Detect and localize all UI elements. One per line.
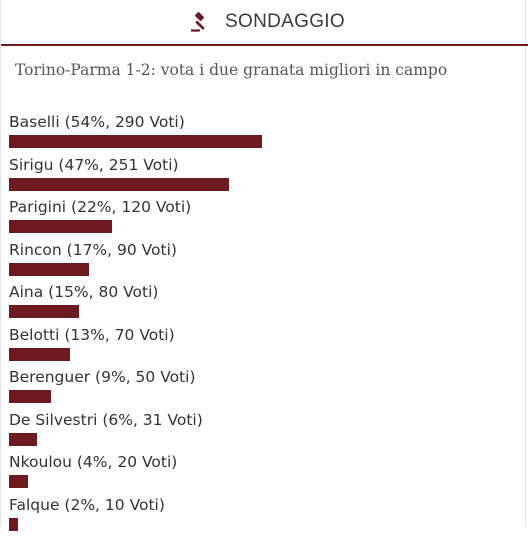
poll-option-bar [9, 433, 37, 446]
poll-option-bar [9, 263, 89, 276]
poll-option-bar [9, 220, 112, 233]
poll-option-bar-track [9, 433, 477, 446]
poll-option-bar [9, 518, 18, 531]
poll-option-bar [9, 178, 229, 191]
poll-option-bar-track [9, 135, 477, 148]
poll-option: Falque (2%, 10 Voti) [9, 495, 519, 537]
poll-option-bar [9, 348, 70, 361]
poll-option-label: Rincon (17%, 90 Voti) [9, 240, 519, 260]
poll-option-bar-track [9, 348, 477, 361]
poll-options: Baselli (54%, 290 Voti) Sirigu (47%, 251 … [9, 112, 519, 537]
poll-header-inner: SONDAGGIO [189, 11, 345, 33]
poll-option-bar [9, 390, 51, 403]
poll-option-bar [9, 305, 79, 318]
poll-header-title: SONDAGGIO [225, 11, 345, 33]
poll-option-bar-track [9, 305, 477, 318]
poll-option-bar-track [9, 178, 477, 191]
poll-option-bar-track [9, 390, 477, 403]
poll-question: Torino-Parma 1-2: vota i due granata mig… [15, 61, 447, 79]
poll-option-label: Parigini (22%, 120 Voti) [9, 197, 519, 217]
poll-option: Nkoulou (4%, 20 Voti) [9, 452, 519, 495]
poll-option-label: Aina (15%, 80 Voti) [9, 282, 519, 302]
poll-option-label: De Silvestri (6%, 31 Voti) [9, 410, 519, 430]
poll-option-label: Nkoulou (4%, 20 Voti) [9, 452, 519, 472]
poll-option-label: Falque (2%, 10 Voti) [9, 495, 519, 515]
poll-option: Rincon (17%, 90 Voti) [9, 240, 519, 283]
gavel-icon [189, 11, 211, 33]
poll-option-bar-track [9, 263, 477, 276]
poll-option: Aina (15%, 80 Voti) [9, 282, 519, 325]
poll-option: Belotti (13%, 70 Voti) [9, 325, 519, 368]
poll-option-label: Sirigu (47%, 251 Voti) [9, 155, 519, 175]
poll-option-bar-track [9, 220, 477, 233]
poll-option-label: Belotti (13%, 70 Voti) [9, 325, 519, 345]
poll-option-bar [9, 475, 28, 488]
poll-header: SONDAGGIO [1, 0, 528, 46]
poll-option-bar [9, 135, 262, 148]
poll-option: Baselli (54%, 290 Voti) [9, 112, 519, 155]
poll-option: Berenguer (9%, 50 Voti) [9, 367, 519, 410]
poll-option: Parigini (22%, 120 Voti) [9, 197, 519, 240]
poll-option: De Silvestri (6%, 31 Voti) [9, 410, 519, 453]
poll-widget: SONDAGGIO Torino-Parma 1-2: vota i due g… [0, 0, 526, 526]
poll-option-label: Berenguer (9%, 50 Voti) [9, 367, 519, 387]
poll-option-label: Baselli (54%, 290 Voti) [9, 112, 519, 132]
poll-option: Sirigu (47%, 251 Voti) [9, 155, 519, 198]
poll-option-bar-track [9, 475, 477, 488]
poll-option-bar-track [9, 518, 477, 531]
